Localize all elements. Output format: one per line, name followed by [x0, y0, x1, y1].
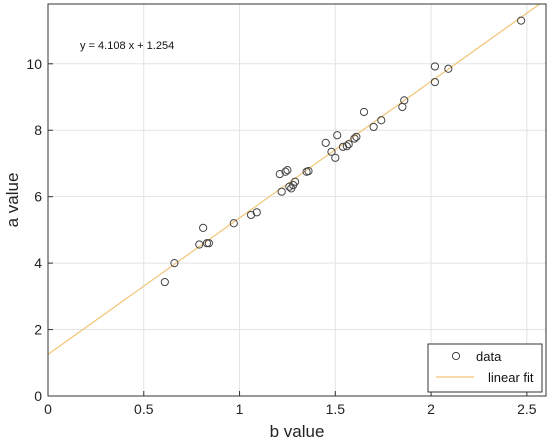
data-point-36 [517, 16, 526, 25]
data-point-29 [369, 122, 378, 132]
data-point-21 [331, 153, 340, 162]
y-tick-label-4: 8 [34, 122, 42, 138]
axis-ticks: 0 0.5 1 1.5 2 2.5 0 2 4 6 8 10 [26, 56, 536, 417]
data-point-9 [275, 169, 284, 179]
data-point-28 [359, 107, 369, 117]
data-point-26 [350, 134, 359, 143]
grid-lines [48, 4, 546, 396]
data-point-10 [277, 187, 286, 196]
fit-layer [47, 3, 541, 355]
data-point-34 [430, 77, 440, 87]
x-tick-label-5: 2.5 [517, 401, 537, 417]
y-axis-label: a value [3, 173, 22, 228]
data-point-25 [344, 140, 353, 149]
x-tick-label-2: 1 [236, 401, 244, 417]
legend-box [427, 343, 543, 393]
x-tick-label-4: 2 [427, 401, 435, 417]
data-point-30 [377, 116, 386, 125]
legend-marker-data [451, 351, 461, 361]
data-point-18 [304, 166, 313, 176]
data-point-0 [160, 277, 169, 287]
x-axis-label: b value [270, 422, 325, 440]
y-tick-label-2: 4 [34, 255, 42, 271]
y-tick-label-0: 0 [34, 388, 42, 404]
y-tick-label-3: 6 [34, 189, 42, 205]
fit-equation-annotation: y = 4.108 x + 1.254 [80, 40, 174, 52]
data-point-27 [352, 132, 361, 141]
linear-fit-line [47, 3, 541, 355]
data-point-24 [342, 142, 351, 151]
data-points [160, 16, 526, 287]
data-point-31 [398, 102, 407, 112]
x-tick-label-3: 1.5 [326, 401, 346, 417]
plot-frame [47, 3, 547, 397]
data-point-35 [444, 64, 453, 73]
data-point-2 [195, 240, 204, 249]
x-tick-label-1: 0.5 [134, 401, 154, 417]
data-point-32 [400, 96, 409, 105]
data-point-33 [430, 62, 440, 71]
data-point-6 [229, 219, 238, 228]
legend: data linear fit [427, 343, 543, 393]
data-point-20 [327, 147, 336, 156]
y-tick-label-1: 2 [34, 322, 42, 338]
data-point-8 [252, 208, 261, 217]
y-tick-label-5: 10 [26, 56, 42, 72]
data-point-11 [281, 167, 290, 176]
data-point-22 [333, 131, 342, 140]
legend-label-data: data [476, 349, 502, 364]
data-point-19 [321, 138, 330, 147]
data-point-1 [170, 259, 179, 268]
data-point-16 [290, 177, 300, 186]
data-point-12 [283, 166, 292, 175]
data-point-5 [204, 239, 213, 248]
x-tick-label-0: 0 [44, 401, 52, 417]
data-point-13 [285, 182, 294, 191]
legend-label-fit: linear fit [488, 370, 534, 385]
data-point-3 [199, 223, 208, 233]
